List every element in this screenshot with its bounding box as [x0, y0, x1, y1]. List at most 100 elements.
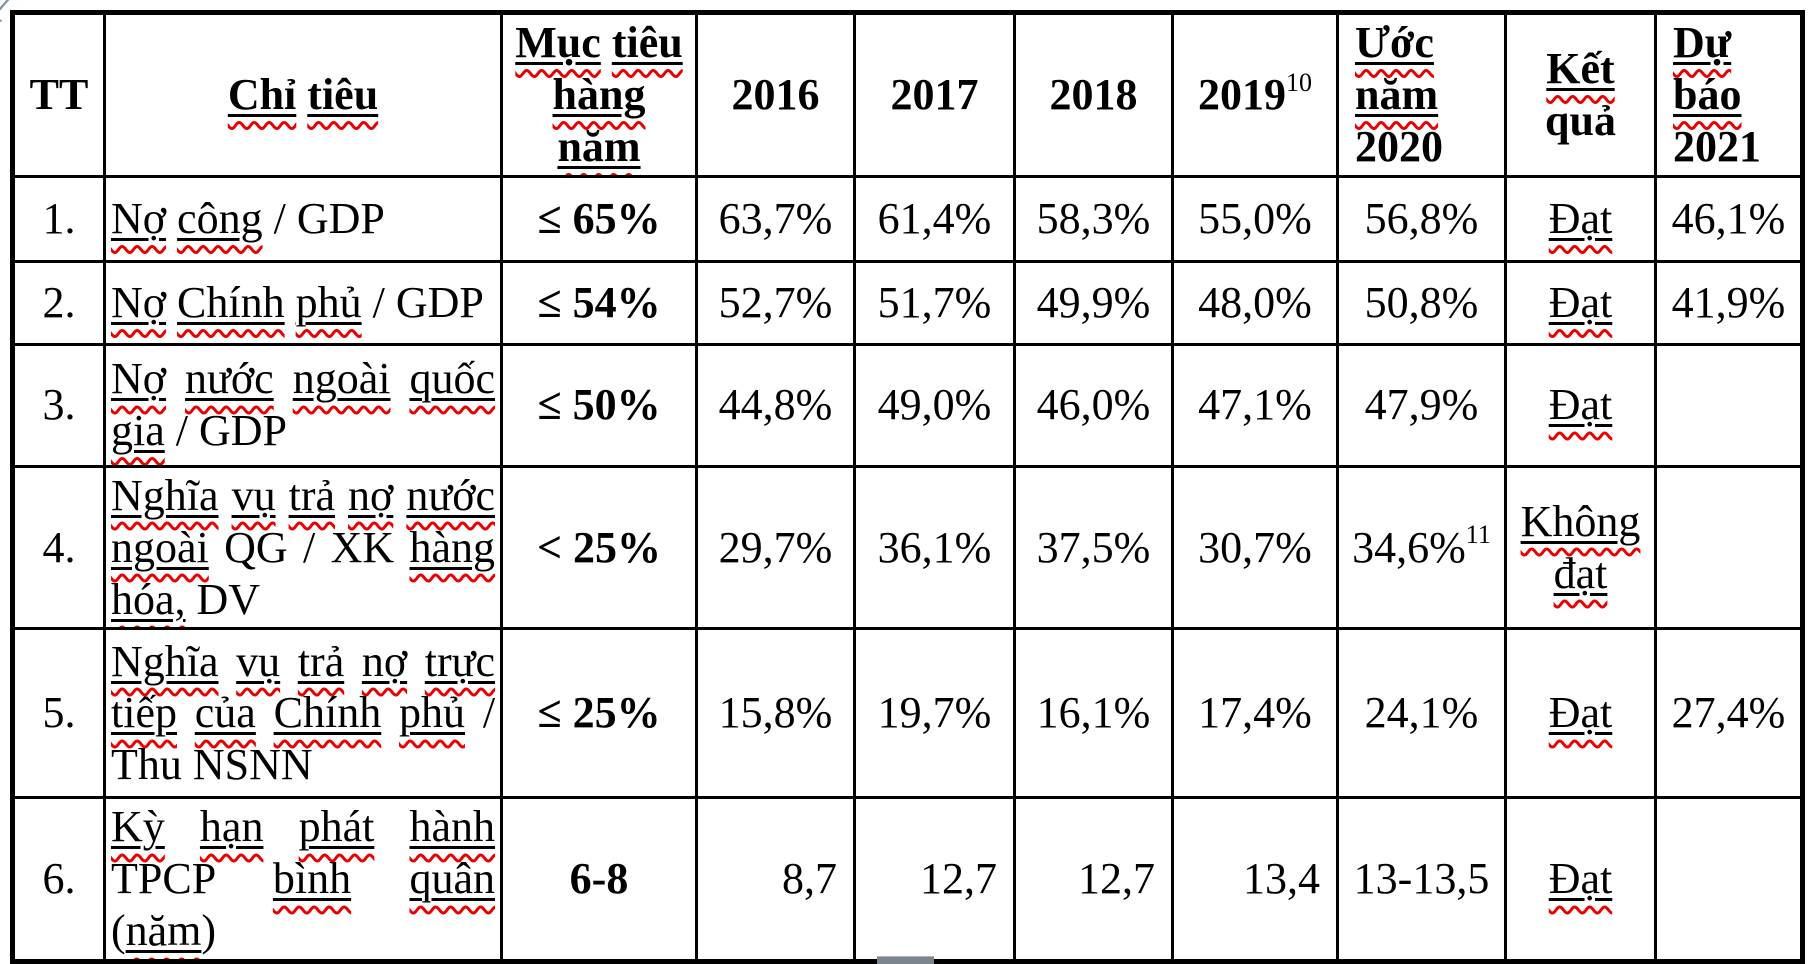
table-cell: 5.: [11, 627, 106, 800]
table-cell: 8,7: [695, 796, 856, 964]
table-cell: 56,8%: [1336, 174, 1507, 263]
table-cell: 16,1%: [1013, 627, 1174, 800]
misspelled-word: hành: [409, 802, 496, 852]
misspelled-word: báo: [1673, 69, 1742, 119]
word: 50,8%: [1364, 277, 1479, 327]
table-cell: 29,7%: [695, 464, 856, 631]
misspelled-word: vụ: [231, 470, 276, 520]
scrollbar-thumb[interactable]: [877, 956, 934, 964]
word: 17,4%: [1198, 688, 1312, 738]
word: 36,1%: [877, 522, 992, 572]
column-header: Mục tiêu hàng năm: [500, 11, 698, 178]
word: 2019: [1198, 69, 1286, 119]
column-header: Chỉ tiêu: [103, 11, 503, 178]
word: 12,7: [1078, 854, 1155, 904]
word: ≤ 65%: [537, 193, 661, 243]
misspelled-word: Nợ: [111, 193, 167, 243]
table-cell: 24,1%: [1336, 627, 1507, 800]
misspelled-word: phát: [298, 802, 375, 852]
misspelled-word: Nghĩa: [111, 636, 219, 686]
word: ≤ 25%: [537, 688, 661, 738]
word: ≤ 54%: [537, 277, 661, 327]
word: 52,7%: [718, 277, 833, 327]
table-row: 3. Nợ nước ngoài quốc gia / GDP ≤ 50% 44,8%…: [11, 342, 1804, 468]
table-row: 2. Nợ Chính phủ / GDP ≤ 54% 52,7% 51,7% 49,9%…: [11, 259, 1804, 346]
word: 5.: [42, 688, 76, 738]
word: 49,0%: [877, 380, 992, 430]
table-cell: Nghĩa vụ trả nợ nước ngoài QG / XK hàng …: [103, 464, 503, 631]
word: 27,4%: [1671, 688, 1786, 738]
word: DV: [196, 574, 261, 624]
column-header: 201910: [1171, 11, 1339, 178]
word: 4.: [42, 522, 76, 572]
table-cell: 17,4%: [1171, 627, 1339, 800]
table-row: 6. Kỳ hạn phát hành TPCP bình quân (năm) 6…: [11, 796, 1804, 964]
debt-indicators-table: TT Chỉ tiêu Mục tiêu hàng năm 2016 2017 2018 201…: [10, 10, 1805, 964]
misspelled-word: Chỉ: [227, 69, 297, 119]
misspelled-word: trực: [424, 636, 496, 686]
word: < 25%: [536, 522, 662, 572]
word: 47,1%: [1198, 380, 1312, 430]
misspelled-word: ngoài: [292, 354, 391, 404]
table-cell: 41,9%: [1654, 259, 1804, 346]
table-cell: Nghĩa vụ trả nợ trực tiếp của Chính phủ …: [103, 627, 503, 800]
table-row: 5. Nghĩa vụ trả nợ trực tiếp của Chính ph…: [11, 627, 1804, 800]
word: 47,9%: [1364, 380, 1479, 430]
word: 6.: [42, 854, 76, 904]
misspelled-word: Nợ: [111, 354, 167, 404]
misspelled-word: hàng: [552, 69, 646, 119]
misspelled-word: năm: [557, 121, 641, 171]
misspelled-word: năm: [1355, 69, 1439, 119]
word: 1.: [42, 193, 76, 243]
misspelled-word: Đạt: [1548, 854, 1613, 904]
column-header: 2017: [853, 11, 1016, 178]
misspelled-word: Chính: [177, 277, 285, 327]
misspelled-word: Đạt: [1548, 277, 1613, 327]
word: Thu: [111, 740, 182, 790]
table-body: 1. Nợ công / GDP ≤ 65% 63,7% 61,4% 58,3% 55,0%…: [11, 174, 1804, 964]
word: 30,7%: [1198, 522, 1312, 572]
misspelled-word: Đạt: [1548, 688, 1613, 738]
word: TPCP: [111, 854, 215, 904]
word: 49,9%: [1036, 277, 1151, 327]
misspelled-word: Nợ: [111, 277, 167, 327]
table-cell: 2.: [11, 259, 106, 346]
word: 2021: [1673, 121, 1761, 171]
table-cell: 48,0%: [1171, 259, 1339, 346]
word: 6-8: [569, 854, 629, 904]
word: 48,0%: [1198, 277, 1312, 327]
table-cell: 46,0%: [1013, 342, 1174, 468]
word: 13,4: [1243, 854, 1320, 904]
footnote-reference: 10: [1286, 67, 1312, 97]
misspelled-word: Không: [1520, 496, 1641, 546]
table-cell: Kỳ hạn phát hành TPCP bình quân (năm): [103, 796, 503, 964]
table-cell: 13,4: [1171, 796, 1339, 964]
misspelled-word: công: [177, 193, 263, 243]
misspelled-word: quân: [409, 854, 495, 904]
misspelled-word: tiêu: [611, 18, 683, 67]
misspelled-word: hóa,: [111, 574, 186, 624]
misspelled-word: phủ: [399, 688, 466, 738]
table-cell: 52,7%: [695, 259, 856, 346]
word: 61,4%: [877, 193, 992, 243]
table-cell: 27,4%: [1654, 627, 1804, 800]
word: 15,8%: [718, 688, 833, 738]
table-cell: ≤ 54%: [500, 259, 698, 346]
table-cell: [1654, 796, 1804, 964]
table-cell: 47,1%: [1171, 342, 1339, 468]
table-cell: 51,7%: [853, 259, 1016, 346]
word: /: [175, 406, 188, 456]
misspelled-word: năm: [125, 906, 202, 956]
table-cell: 12,7: [853, 796, 1016, 964]
word: 58,3%: [1036, 193, 1151, 243]
word: /: [303, 522, 316, 572]
table-cell: 36,1%: [853, 464, 1016, 631]
table-cell: 15,8%: [695, 627, 856, 800]
misspelled-word: tiếp: [111, 688, 177, 738]
misspelled-word: Đạt: [1548, 380, 1613, 430]
table-cell: 44,8%: [695, 342, 856, 468]
table-cell: ≤ 50%: [500, 342, 698, 468]
word: /: [482, 688, 496, 738]
misspelled-word: Chính: [273, 688, 382, 738]
